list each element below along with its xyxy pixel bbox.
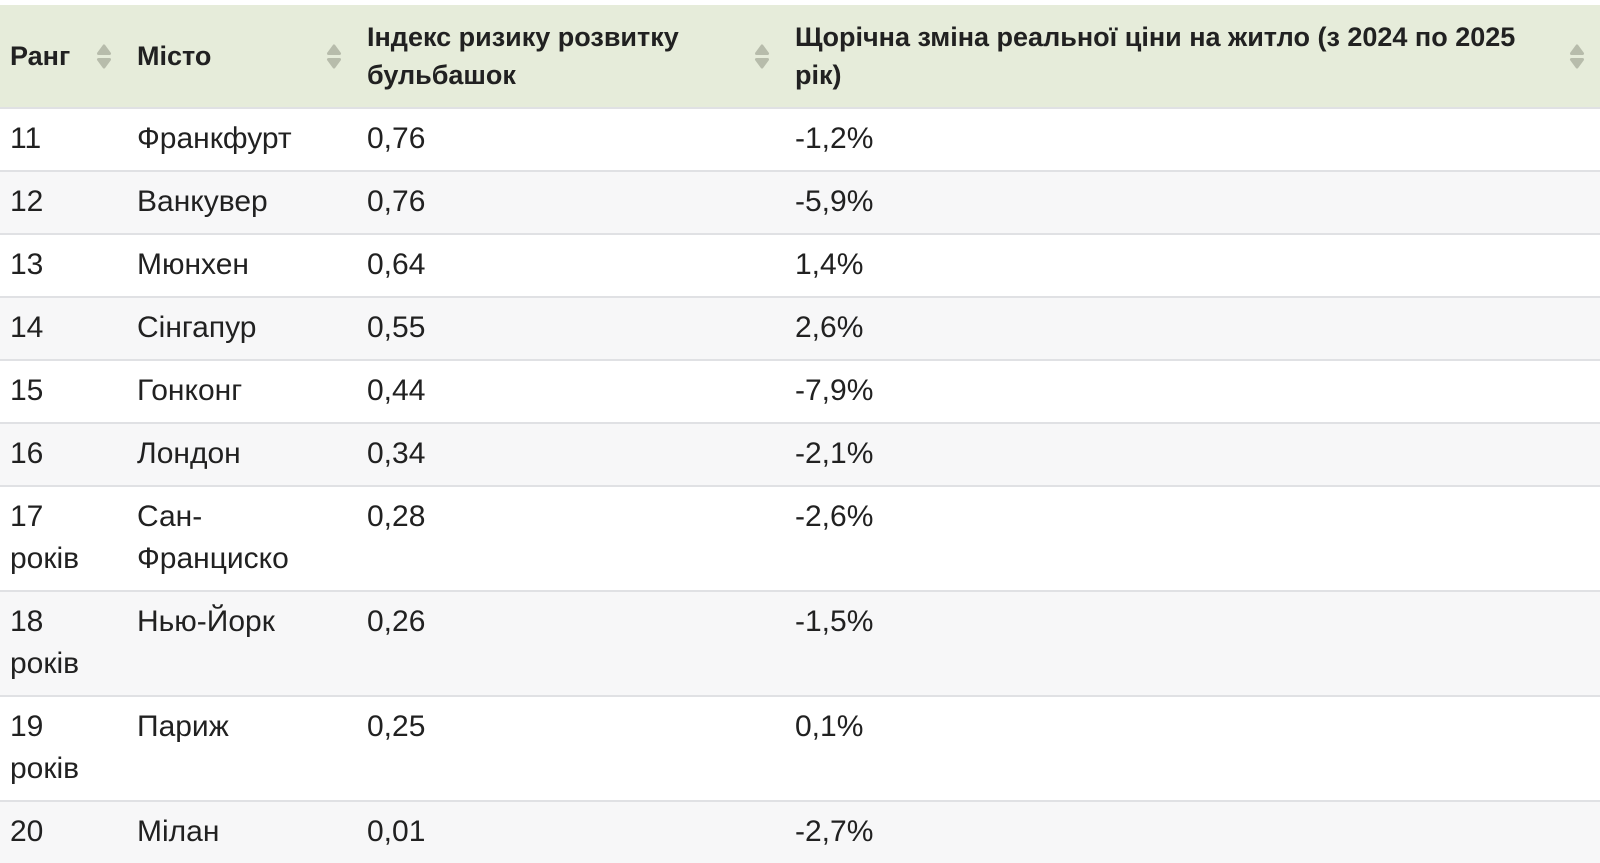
- column-label-rank: Ранг: [10, 41, 71, 71]
- index-cell: 0,25: [357, 695, 785, 801]
- header-row: Ранг Місто Індекс ризику розвитку бульба…: [0, 5, 1600, 108]
- city-cell: Мюнхен: [127, 233, 357, 297]
- index-cell: 0,76: [357, 170, 785, 234]
- change-cell: -2,7%: [785, 800, 1600, 863]
- index-cell: 0,01: [357, 800, 785, 863]
- table-row: 17 років Сан-Франциско 0,28 -2,6%: [0, 485, 1600, 591]
- column-label-bubble-index: Індекс ризику розвитку бульбашок: [367, 22, 679, 90]
- city-bubble-risk-table: Ранг Місто Індекс ризику розвитку бульба…: [0, 5, 1600, 863]
- rank-cell: 14: [0, 296, 127, 360]
- city-cell: Франкфурт: [127, 107, 357, 171]
- change-cell: 2,6%: [785, 296, 1600, 360]
- city-cell: Нью-Йорк: [127, 590, 357, 696]
- sort-icon[interactable]: [1569, 43, 1585, 70]
- change-cell: 0,1%: [785, 695, 1600, 801]
- city-cell: Париж: [127, 695, 357, 801]
- table-row: 20 Мілан 0,01 -2,7%: [0, 800, 1600, 863]
- rank-cell: 17 років: [0, 485, 127, 591]
- column-label-price-change: Щорічна зміна реальної ціни на житло (з …: [795, 22, 1516, 90]
- column-label-city: Місто: [137, 41, 212, 71]
- rank-cell: 15: [0, 359, 127, 423]
- city-cell: Ванкувер: [127, 170, 357, 234]
- city-cell: Лондон: [127, 422, 357, 486]
- table-row: 18 років Нью-Йорк 0,26 -1,5%: [0, 590, 1600, 696]
- rank-cell: 20: [0, 800, 127, 863]
- rank-cell: 12: [0, 170, 127, 234]
- city-cell: Сінгапур: [127, 296, 357, 360]
- column-header-rank[interactable]: Ранг: [0, 5, 127, 108]
- change-cell: -2,1%: [785, 422, 1600, 486]
- index-cell: 0,28: [357, 485, 785, 591]
- sort-icon[interactable]: [326, 43, 342, 70]
- city-cell: Сан-Франциско: [127, 485, 357, 591]
- change-cell: -1,2%: [785, 107, 1600, 171]
- sort-icon[interactable]: [96, 43, 112, 70]
- table-row: 11 Франкфурт 0,76 -1,2%: [0, 107, 1600, 171]
- column-header-bubble-index[interactable]: Індекс ризику розвитку бульбашок: [357, 5, 785, 108]
- rank-cell: 16: [0, 422, 127, 486]
- table-row: 19 років Париж 0,25 0,1%: [0, 695, 1600, 801]
- table-row: 13 Мюнхен 0,64 1,4%: [0, 233, 1600, 297]
- index-cell: 0,26: [357, 590, 785, 696]
- index-cell: 0,34: [357, 422, 785, 486]
- change-cell: -5,9%: [785, 170, 1600, 234]
- city-cell: Гонконг: [127, 359, 357, 423]
- rank-cell: 19 років: [0, 695, 127, 801]
- index-cell: 0,55: [357, 296, 785, 360]
- table-row: 12 Ванкувер 0,76 -5,9%: [0, 170, 1600, 234]
- rank-cell: 13: [0, 233, 127, 297]
- table-row: 15 Гонконг 0,44 -7,9%: [0, 359, 1600, 423]
- column-header-city[interactable]: Місто: [127, 5, 357, 108]
- index-cell: 0,64: [357, 233, 785, 297]
- index-cell: 0,44: [357, 359, 785, 423]
- city-cell: Мілан: [127, 800, 357, 863]
- rank-cell: 11: [0, 107, 127, 171]
- sort-icon[interactable]: [754, 43, 770, 70]
- rank-cell: 18 років: [0, 590, 127, 696]
- table-row: 14 Сінгапур 0,55 2,6%: [0, 296, 1600, 360]
- change-cell: -1,5%: [785, 590, 1600, 696]
- change-cell: 1,4%: [785, 233, 1600, 297]
- column-header-price-change[interactable]: Щорічна зміна реальної ціни на житло (з …: [785, 5, 1600, 108]
- index-cell: 0,76: [357, 107, 785, 171]
- table-row: 16 Лондон 0,34 -2,1%: [0, 422, 1600, 486]
- change-cell: -7,9%: [785, 359, 1600, 423]
- change-cell: -2,6%: [785, 485, 1600, 591]
